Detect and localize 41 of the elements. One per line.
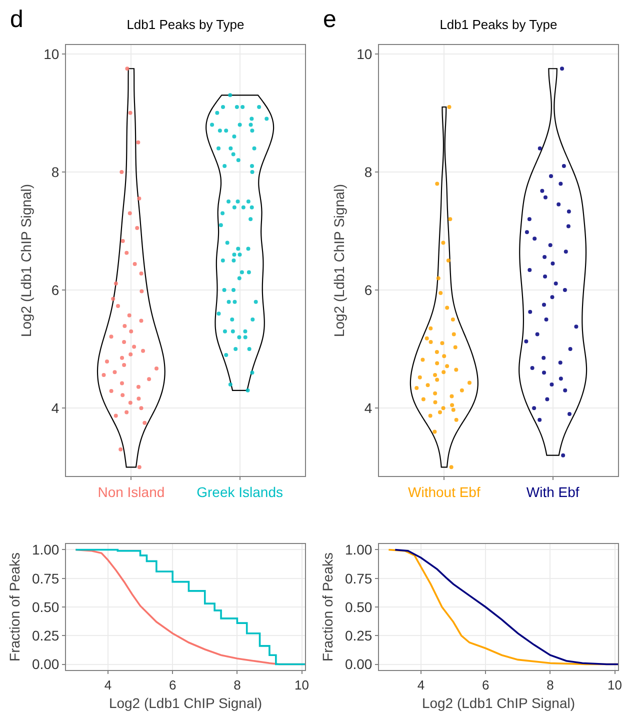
y-tick-label: 0.75 bbox=[32, 570, 60, 586]
x-axis-title: Log2 (Ldb1 ChIP Signal) bbox=[108, 694, 262, 711]
x-tick-label: 6 bbox=[168, 678, 176, 693]
x-tick-label: Non Island bbox=[98, 484, 165, 500]
y-tick-label: 4 bbox=[364, 400, 372, 416]
y-tick-label: 8 bbox=[364, 164, 372, 180]
x-tick-label: 4 bbox=[104, 678, 112, 693]
y-tick-label: 1.00 bbox=[32, 542, 60, 558]
y-tick-label: 10 bbox=[356, 46, 372, 62]
x-tick-label: Without Ebf bbox=[408, 484, 480, 500]
x-tick-label: 8 bbox=[546, 678, 554, 693]
y-axis-title: Fraction of Peaks bbox=[6, 552, 23, 662]
y-axis-title: Log2 (Ldb1 ChIP Signal) bbox=[18, 184, 34, 338]
y-tick-label: 4 bbox=[51, 400, 60, 416]
y-tick-label: 0.25 bbox=[32, 628, 60, 644]
y-tick-label: 0.50 bbox=[32, 598, 60, 615]
y-tick-label: 6 bbox=[51, 282, 60, 298]
x-tick-label: 4 bbox=[417, 678, 425, 693]
x-tick-label: 6 bbox=[482, 678, 490, 693]
y-axis-title: Fraction of Peaks bbox=[320, 552, 336, 662]
x-tick-label: 10 bbox=[608, 678, 622, 693]
y-tick-label: 0.75 bbox=[344, 570, 372, 586]
x-tick-label: Greek Islands bbox=[196, 484, 284, 500]
y-tick-label: 10 bbox=[44, 46, 60, 62]
y-axis-title: Log2 (Ldb1 ChIP Signal) bbox=[331, 184, 348, 338]
y-tick-label: 1.00 bbox=[344, 542, 372, 558]
y-tick-label: 6 bbox=[364, 282, 372, 298]
y-tick-label: 0.00 bbox=[344, 656, 372, 672]
y-tick-label: 8 bbox=[51, 164, 60, 180]
x-tick-label: With Ebf bbox=[526, 484, 580, 500]
x-tick-label: 10 bbox=[294, 678, 310, 693]
x-tick-label: 8 bbox=[234, 678, 241, 693]
text: d bbox=[10, 6, 24, 33]
y-tick-label: 0.00 bbox=[32, 656, 60, 672]
chart-title: Ldb1 Peaks by Type bbox=[440, 17, 558, 32]
line-series bbox=[74, 548, 305, 666]
x-axis-title: Log2 (Ldb1 ChIP Signal) bbox=[422, 694, 576, 711]
chart-title: Ldb1 Peaks by Type bbox=[126, 17, 244, 32]
text: e bbox=[323, 6, 336, 33]
y-tick-label: 0.25 bbox=[344, 628, 372, 644]
y-tick-label: 0.50 bbox=[344, 598, 372, 615]
